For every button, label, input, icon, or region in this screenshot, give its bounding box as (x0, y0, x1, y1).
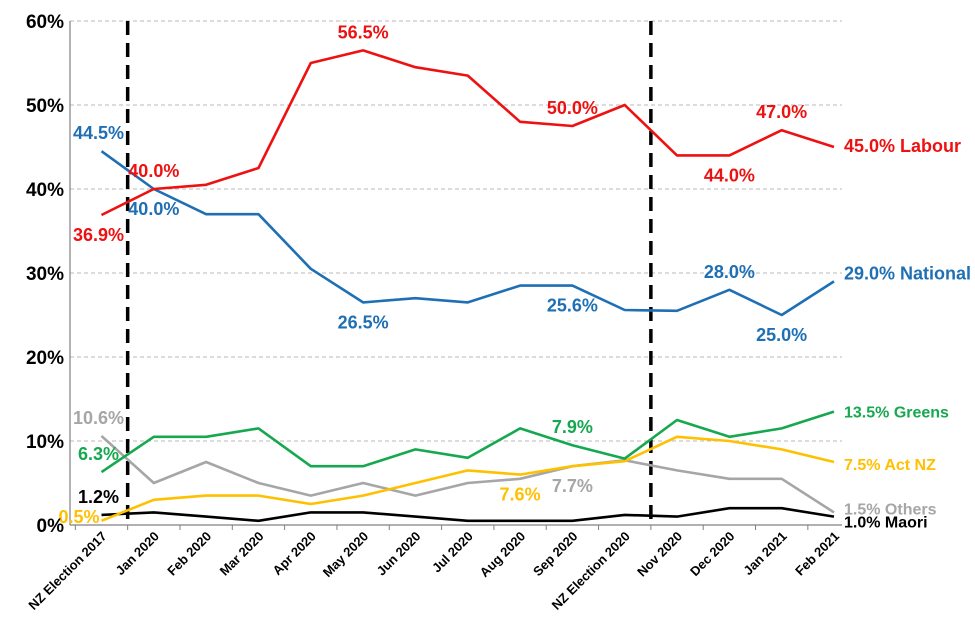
x-tick-label: Jan 2021 (740, 529, 789, 578)
data-label: 6.3% (78, 444, 119, 464)
axes (69, 21, 842, 530)
series-line-maori (101, 506, 835, 523)
data-label: 7.6% (500, 485, 541, 505)
data-label: 7.9% (552, 417, 593, 437)
data-label: 10.6% (73, 408, 124, 428)
x-tick-label: Dec 2020 (687, 529, 737, 579)
x-tick-label: Feb 2021 (792, 529, 842, 579)
data-label: 47.0% (756, 102, 807, 122)
y-tick-label: 60% (26, 12, 64, 33)
x-tick-label: Nov 2020 (634, 529, 685, 580)
y-tick-label: 30% (26, 264, 64, 285)
x-tick-label: Apr 2020 (269, 529, 318, 578)
series-line-labour (100, 49, 835, 217)
data-label: 28.0% (704, 262, 755, 282)
tick-labels: 0%10%20%30%40%50%60%NZ Election 2017 Jan … (25, 12, 842, 613)
data-labels: 36.9%40.0%56.5%50.0%44.0%47.0%45.0% Labo… (58, 22, 971, 531)
y-tick-label: 20% (26, 348, 64, 369)
y-tick-label: 40% (26, 180, 64, 201)
x-tick-label: Feb 2020 (164, 529, 214, 579)
gridlines (70, 20, 842, 442)
series-end-label: 13.5% Greens (844, 405, 949, 422)
y-tick-label: 50% (26, 96, 64, 117)
x-tick-label: Jan 2020 (112, 529, 161, 578)
data-label: 0.5% (58, 507, 99, 527)
x-tick-label: Jul 2020 (429, 529, 476, 576)
y-tick-label: 10% (26, 432, 64, 453)
data-label: 26.5% (338, 312, 389, 332)
series-end-label: 1.5% Others (844, 501, 937, 518)
x-tick-label: Jun 2020 (374, 529, 424, 579)
data-label: 44.0% (704, 165, 755, 185)
series-line-greens (100, 410, 835, 474)
x-tick-label: Aug 2020 (477, 529, 528, 580)
series-end-label: 7.5% Act NZ (844, 457, 936, 474)
data-label: 50.0% (547, 98, 598, 118)
series-end-label: 45.0% Labour (844, 136, 961, 156)
series-end-label: 29.0% National (844, 263, 971, 283)
x-tick-label: Mar 2020 (217, 529, 267, 579)
data-label: 7.7% (552, 476, 593, 496)
data-label: 36.9% (73, 225, 124, 245)
series-line-national (100, 150, 835, 317)
series-lines (100, 49, 835, 523)
series-end-label: 1.0% Maori (844, 515, 928, 532)
data-label: 40.0% (128, 199, 179, 219)
data-label: 25.6% (547, 296, 598, 316)
data-label: 44.5% (73, 123, 124, 143)
x-tick-label: Sep 2020 (530, 529, 580, 579)
y-tick-label: 0% (37, 516, 65, 537)
data-label: 56.5% (338, 22, 389, 42)
event-markers (125, 21, 653, 525)
series-line-act-nz (101, 435, 835, 523)
x-tick-label: May 2020 (320, 529, 371, 580)
x-tick-label: NZ Election 2017 (25, 529, 109, 613)
data-label: 1.2% (78, 487, 119, 507)
data-label: 40.0% (128, 161, 179, 181)
data-label: 25.0% (756, 325, 807, 345)
series-line-others (100, 435, 835, 514)
